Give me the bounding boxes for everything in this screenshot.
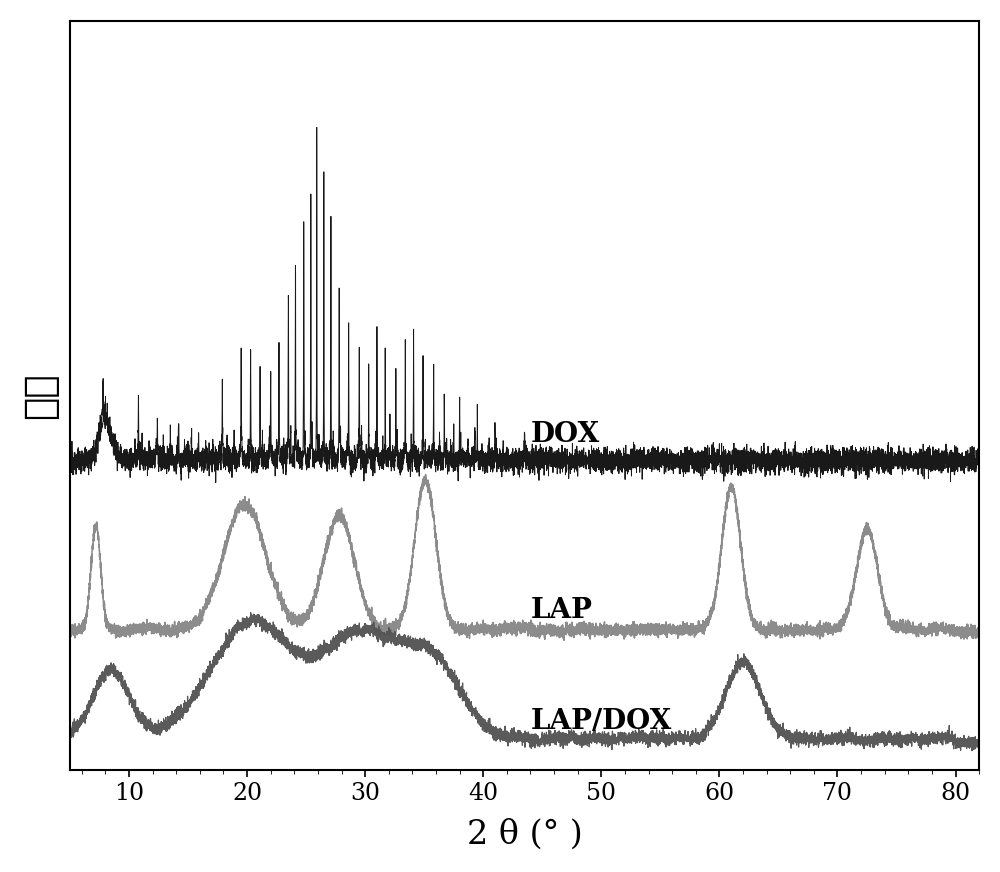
Text: DOX: DOX bbox=[530, 421, 600, 448]
Text: LAP/DOX: LAP/DOX bbox=[530, 708, 672, 735]
Y-axis label: 强度: 强度 bbox=[21, 372, 59, 419]
Text: LAP: LAP bbox=[530, 597, 592, 624]
X-axis label: 2 θ (° ): 2 θ (° ) bbox=[467, 819, 582, 851]
